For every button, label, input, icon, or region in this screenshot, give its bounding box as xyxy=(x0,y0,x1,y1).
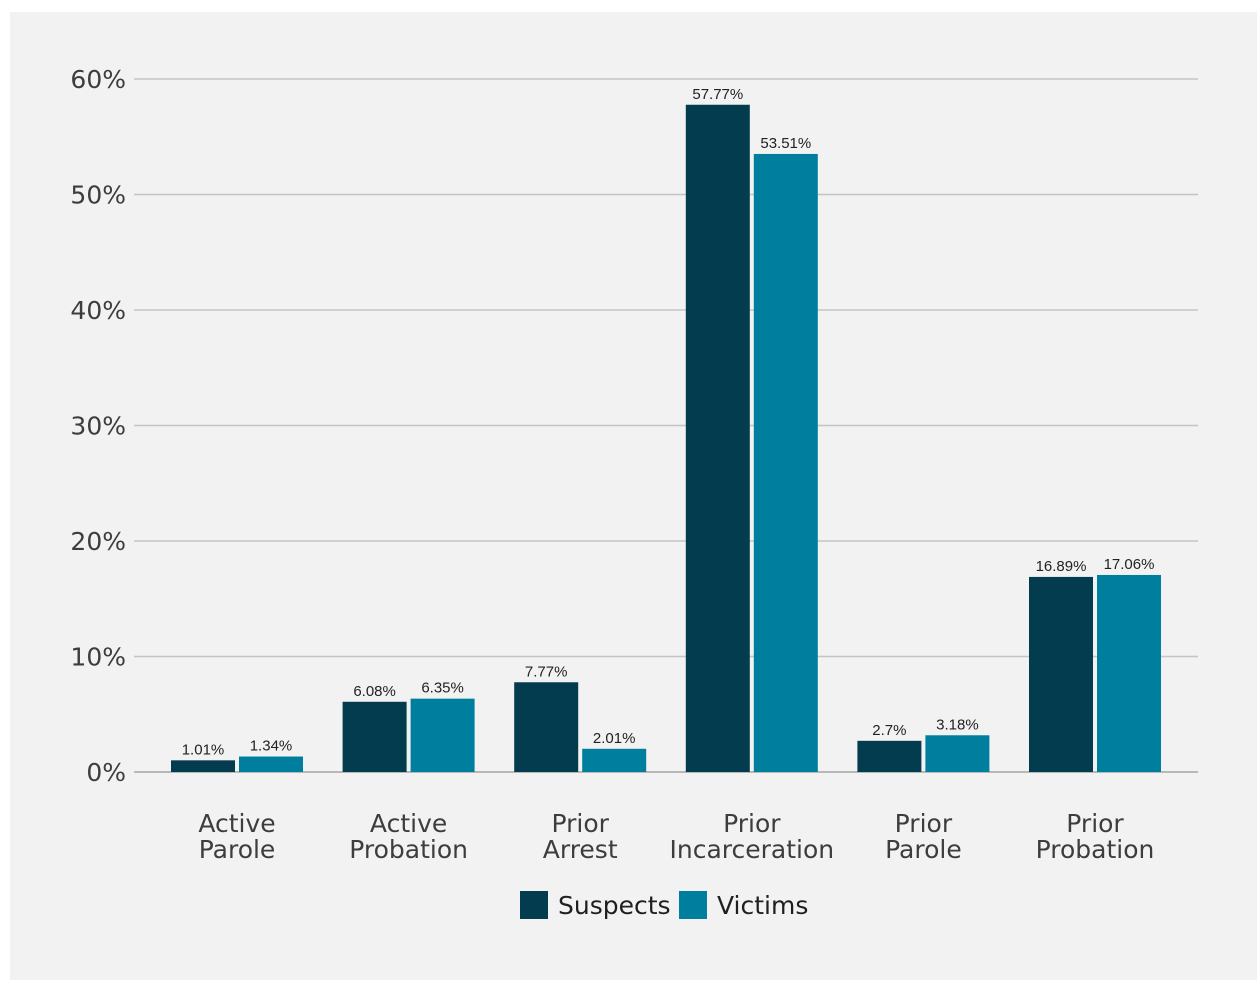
bar-suspects-4 xyxy=(857,740,922,772)
bar-suspects-3 xyxy=(685,104,750,773)
bar-victims-0 xyxy=(239,756,303,772)
x-tick-label: Prior xyxy=(1066,809,1124,838)
data-label-suspects-2: 7.77% xyxy=(525,663,568,680)
x-axis-tick-labels: ActiveParoleActiveProbationPriorArrestPr… xyxy=(198,809,1154,864)
gridlines xyxy=(134,78,1198,773)
legend-swatch-suspects xyxy=(520,891,548,919)
x-tick-label: Arrest xyxy=(543,835,618,864)
data-label-victims-3: 53.51% xyxy=(760,135,811,152)
legend: Suspects Victims xyxy=(520,891,808,920)
data-label-victims-4: 3.18% xyxy=(936,716,979,733)
y-tick-label: 30% xyxy=(70,412,126,441)
bar-chart: 0% 10% 20% 30% 40% 50% 60% 1.01% 1.34% 6.08% 6.35… xyxy=(70,65,1198,920)
y-tick-label: 40% xyxy=(70,296,126,325)
data-label-victims-5: 17.06% xyxy=(1104,556,1155,573)
x-tick-label: Incarceration xyxy=(669,835,834,864)
data-label-suspects-4: 2.7% xyxy=(872,722,906,739)
data-label-suspects-3: 57.77% xyxy=(692,86,743,103)
y-tick-label: 0% xyxy=(86,758,126,787)
data-label-suspects-1: 6.08% xyxy=(353,683,396,700)
data-label-suspects-5: 16.89% xyxy=(1036,558,1087,575)
x-tick-label: Probation xyxy=(349,835,468,864)
x-tick-label: Prior xyxy=(895,809,953,838)
y-tick-label: 20% xyxy=(70,527,126,556)
bar-suspects-5 xyxy=(1029,576,1093,772)
x-tick-label: Active xyxy=(370,809,447,838)
bar-victims-4 xyxy=(925,735,990,772)
y-tick-label: 10% xyxy=(70,643,126,672)
bar-suspects-0 xyxy=(171,760,235,772)
legend-label-victims: Victims xyxy=(717,891,808,920)
data-label-suspects-0: 1.01% xyxy=(182,741,225,758)
bar-suspects-1 xyxy=(342,701,407,772)
data-label-victims-0: 1.34% xyxy=(250,738,293,755)
bar-victims-5 xyxy=(1097,574,1161,772)
x-tick-label: Prior xyxy=(723,809,781,838)
x-tick-label: Prior xyxy=(551,809,609,838)
bar-suspects-2 xyxy=(514,682,579,772)
bars xyxy=(171,104,1161,773)
bar-victims-3 xyxy=(753,153,818,773)
legend-label-suspects: Suspects xyxy=(558,891,671,920)
y-tick-label: 60% xyxy=(70,65,126,94)
bar-victims-2 xyxy=(582,748,647,772)
chart-panel: 0% 10% 20% 30% 40% 50% 60% 1.01% 1.34% 6.08% 6.35… xyxy=(10,12,1257,980)
bar-data-labels: 1.01% 1.34% 6.08% 6.35% 7.77% 2.01% 57.77% 53.5… xyxy=(182,86,1155,759)
x-tick-label: Parole xyxy=(199,835,276,864)
y-axis-tick-labels: 0% 10% 20% 30% 40% 50% 60% xyxy=(70,65,126,787)
data-label-victims-2: 2.01% xyxy=(593,730,636,747)
data-label-victims-1: 6.35% xyxy=(421,680,464,697)
y-tick-label: 50% xyxy=(70,181,126,210)
x-tick-label: Parole xyxy=(885,835,962,864)
bar-victims-1 xyxy=(410,698,475,772)
x-tick-label: Active xyxy=(198,809,275,838)
x-tick-label: Probation xyxy=(1036,835,1155,864)
legend-swatch-victims xyxy=(679,891,707,919)
